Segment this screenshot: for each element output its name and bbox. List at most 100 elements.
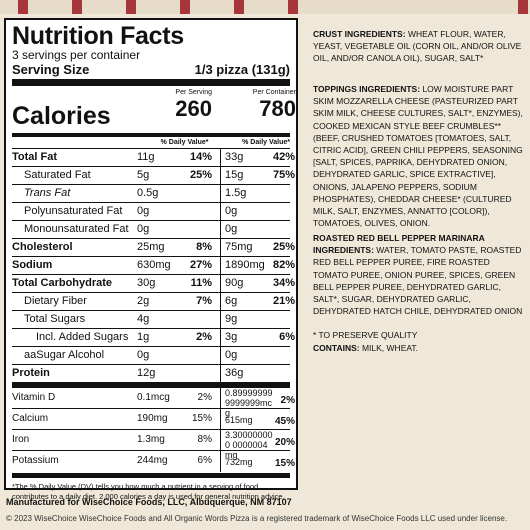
mineral-row-vitamin-d: Vitamin D 0.1mcg 2% 0.89999999 9999999mc… — [12, 388, 295, 418]
nutrient-label: Monounsaturated Fat — [24, 223, 129, 235]
daily-value-header: % Daily Value* % Daily Value* — [12, 137, 290, 149]
calories-per-container: 780 — [259, 96, 296, 121]
red-stripe — [288, 0, 298, 14]
amount-per-container: 3g — [225, 331, 238, 343]
dv-per-container: 20% — [274, 437, 295, 448]
dv-header-container: % Daily Value* — [242, 139, 290, 146]
legal-line: © 2023 WiseChoice WiseChoice Foods and A… — [6, 514, 508, 523]
amount-per-container: 6g — [225, 295, 238, 307]
servings-per-container: 3 servings per container — [12, 48, 141, 62]
nutrient-row-trans-fat: Trans Fat 0.5g 1.5g — [12, 185, 290, 203]
amount-per-container: 0g — [225, 223, 238, 235]
toppings-ingredients: TOPPINGS INGREDIENTS: LOW MOISTURE PART … — [313, 83, 523, 229]
dv-per-container: 21% — [272, 295, 295, 307]
nutrient-row-polyunsaturated-fat: Polyunsaturated Fat 0g 0g — [12, 203, 290, 221]
amount-per-serving: 630mg — [137, 259, 171, 271]
nutrient-row-saturated-fat: Saturated Fat 5g 25% 15g 75% — [12, 167, 295, 185]
nutrient-row-monounsaturated-fat: Monounsaturated Fat 0g 0g — [12, 221, 290, 239]
amount-per-serving: 5g — [137, 169, 150, 181]
amount-per-container: 33g — [225, 151, 244, 163]
nutrient-label: Incl. Added Sugars — [36, 331, 129, 343]
dv-per-serving: 11% — [190, 277, 212, 289]
nutrition-facts-title: Nutrition Facts — [12, 22, 184, 50]
nutrient-label: Dietary Fiber — [24, 295, 87, 307]
serving-size-label: Serving Size — [12, 62, 90, 77]
mineral-rows: Vitamin D 0.1mcg 2% 0.89999999 9999999mc… — [12, 388, 295, 474]
amount-per-container: 75mg — [225, 241, 253, 253]
dv-per-serving: 25% — [189, 169, 212, 181]
red-stripe — [126, 0, 136, 14]
nutrient-row-total-sugars: Total Sugars 4g 9g — [12, 311, 290, 329]
amount-per-container: 9g — [225, 313, 238, 325]
mineral-label: Vitamin D — [12, 392, 56, 403]
calories-label: Calories — [12, 102, 111, 130]
nutrition-facts-panel: Nutrition Facts 3 servings per container… — [4, 18, 298, 501]
column-divider — [220, 149, 221, 383]
nutrient-label: Polyunsaturated Fat — [24, 205, 123, 217]
dv-per-serving: 27% — [189, 259, 212, 271]
serving-size-row: Serving Size 1/3 pizza (131g) — [12, 62, 290, 86]
amount-per-serving: 0.1mcg — [137, 392, 170, 403]
nutrient-rows: Total Fat 11g 14% 33g 42% Saturated Fat … — [12, 149, 295, 388]
dv-per-serving: 7% — [196, 295, 212, 307]
amount-per-serving: 0g — [137, 205, 150, 217]
amount-per-serving: 11g — [137, 151, 155, 163]
amount-per-container: 1890mg — [225, 259, 265, 271]
mineral-row-iron: Iron 1.3mg 8% 3.300000000 0000004mg 20% — [12, 430, 295, 460]
amount-per-serving: 0.5g — [137, 187, 159, 199]
red-stripe — [180, 0, 190, 14]
crust-ingredients-label: CRUST INGREDIENTS: — [313, 29, 406, 39]
amount-per-serving: 190mg — [137, 413, 168, 424]
daily-value-footnote: *The % Daily Value (DV) tells you how mu… — [12, 474, 290, 502]
amount-per-serving: 2g — [137, 295, 150, 307]
nutrient-label: aaSugar Alcohol — [24, 349, 105, 361]
dv-per-serving: 6% — [197, 455, 212, 466]
allergen-statement: CONTAINS: MILK, WHEAT. — [313, 342, 523, 354]
nutrient-label: Total Fat — [12, 151, 58, 163]
crust-ingredients-text: WHEAT FLOUR, WATER, YEAST, VEGETABLE OIL… — [313, 29, 522, 64]
amount-per-container: 90g — [225, 277, 244, 289]
dv-per-container: 45% — [274, 416, 295, 427]
nutrient-label: Saturated Fat — [24, 169, 91, 181]
amount-per-serving: 12g — [137, 367, 156, 379]
dv-per-container: 34% — [272, 277, 295, 289]
amount-per-serving: 244mg — [137, 455, 168, 466]
manufacturer-line: Manufactured for WiseChoice Foods, LLC, … — [6, 497, 292, 507]
dv-per-serving: 8% — [197, 434, 212, 445]
calories-per-serving: 260 — [175, 96, 212, 121]
column-divider — [220, 388, 221, 472]
nutrient-label: Total Sugars — [24, 313, 86, 325]
red-stripe — [72, 0, 82, 14]
amount-per-serving: 0g — [137, 223, 150, 235]
dv-per-serving: 2% — [197, 392, 212, 403]
marinara-ingredients: ROASTED RED BELL PEPPER MARINARA INGREDI… — [313, 232, 523, 317]
nutrient-label: Cholesterol — [12, 241, 73, 253]
nutrient-row-total-carbohydrate: Total Carbohydrate 30g 11% 90g 34% — [12, 275, 295, 293]
amount-per-container: 3.300000000 0000004mg — [225, 430, 273, 460]
nutrient-row-sodium: Sodium 630mg 27% 1890mg 82% — [12, 257, 295, 275]
amount-per-container: 1.5g — [225, 187, 247, 199]
dv-per-serving: 2% — [196, 331, 212, 343]
preserve-note: * TO PRESERVE QUALITY — [313, 330, 418, 340]
amount-per-container: 15g — [225, 169, 244, 181]
contains-text: MILK, WHEAT. — [361, 343, 419, 353]
dv-per-container: 2% — [280, 395, 295, 406]
nutrient-row-dietary-fiber: Dietary Fiber 2g 7% 6g 21% — [12, 293, 295, 311]
amount-per-container: 0g — [225, 205, 238, 217]
dv-per-container: 82% — [272, 259, 295, 271]
per-serving-label: Per Serving — [175, 89, 212, 96]
nutrient-row-total-fat: Total Fat 11g 14% 33g 42% — [12, 149, 295, 167]
amount-per-serving: 4g — [137, 313, 150, 325]
marinara-ingredients-text: WATER, TOMATO PASTE, ROASTED RED BELL PE… — [313, 245, 523, 317]
nutrient-label: Total Carbohydrate — [12, 277, 113, 289]
nutrient-row-protein: Protein 12g 36g — [12, 365, 290, 388]
mineral-label: Iron — [12, 434, 30, 445]
amount-per-container: 36g — [225, 367, 244, 379]
nutrient-label: Sodium — [12, 259, 53, 271]
dv-per-container: 42% — [272, 151, 295, 163]
toppings-ingredients-label: TOPPINGS INGREDIENTS: — [313, 84, 421, 94]
dv-per-container: 6% — [279, 331, 295, 343]
calories-section: Calories Per Serving 260 Per Container 7… — [12, 86, 296, 137]
amount-per-serving: 30g — [137, 277, 156, 289]
nutrient-row-sugar-alcohol: aaSugar Alcohol 0g 0g — [12, 347, 290, 365]
